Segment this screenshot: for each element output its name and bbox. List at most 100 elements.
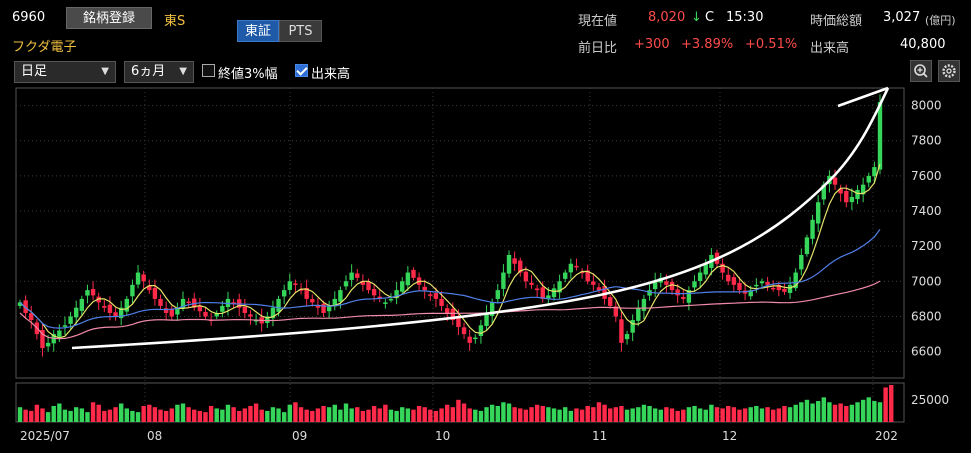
candle-body [304, 288, 309, 299]
ma-short-line [19, 163, 881, 339]
volume-bar [388, 409, 394, 422]
candle-body [439, 298, 444, 306]
volume-bar [489, 404, 495, 422]
volume-bar [827, 402, 832, 422]
volume-bar [208, 405, 214, 422]
interval-select[interactable]: 日足 ▼ [14, 61, 116, 83]
candle-body [652, 281, 658, 290]
volume-bar [748, 407, 753, 422]
band-checkbox-label: 終値3%幅 [218, 67, 278, 82]
volume-bar [506, 403, 512, 422]
volume-value: 40,800 [900, 37, 946, 52]
y-tick-label: 7200 [911, 239, 942, 253]
candle-body [428, 294, 433, 296]
candle-body [343, 281, 349, 287]
mcap-value: 3,027 [883, 10, 921, 25]
ma-mid-line [19, 229, 881, 329]
candle-body [310, 299, 315, 303]
volume-bar [844, 405, 849, 422]
volume-bar [697, 408, 703, 422]
volume-bar [641, 404, 647, 422]
volume-bar [607, 408, 613, 422]
volume-bar [360, 410, 366, 422]
register-button[interactable]: 銘柄登録 [66, 7, 152, 29]
volume-bar [473, 409, 478, 422]
volume-bar [546, 407, 551, 422]
candle-body [793, 272, 798, 289]
candle-body [647, 290, 652, 296]
volume-bar [787, 407, 793, 422]
range-select[interactable]: 6ヵ月 ▼ [124, 61, 194, 83]
change-percent-secondary: +0.51% [745, 37, 798, 52]
volume-bar [669, 408, 675, 422]
candle-body [624, 334, 630, 340]
candle-body [534, 288, 540, 291]
volume-checkbox[interactable] [295, 64, 308, 77]
volume-bar [872, 401, 877, 422]
volume-bar [192, 409, 197, 422]
zoom-button[interactable] [910, 60, 932, 82]
volume-bar [220, 409, 225, 422]
volume-bar [692, 405, 697, 422]
candle-body [872, 167, 877, 177]
candle-body [754, 284, 759, 287]
volume-bar [433, 410, 439, 422]
candle-body [405, 272, 411, 286]
candle-body [703, 263, 708, 275]
candle-body [877, 102, 883, 170]
volume-bar [579, 409, 585, 422]
candle-body [107, 304, 113, 313]
candle-body [478, 325, 484, 336]
tab-pts[interactable]: PTS [279, 20, 322, 42]
volume-bar [838, 403, 843, 422]
volume-bar [29, 410, 34, 422]
candle-body [287, 281, 293, 290]
candle-body [152, 287, 158, 299]
candle-body [726, 274, 731, 282]
volume-bar [85, 412, 90, 422]
x-tick-label: 10 [435, 429, 450, 443]
candle-body [45, 342, 51, 347]
x-tick-label: 202 [875, 429, 898, 443]
volume-tick-label: 25000 [911, 393, 949, 407]
change-value: +300 [634, 37, 670, 52]
candle-body [591, 281, 596, 285]
volume-bar [130, 410, 135, 422]
volume-bar [321, 405, 326, 422]
candle-body [270, 307, 276, 319]
volume-bar [163, 410, 169, 422]
volume-bar [45, 412, 51, 422]
volume-bar [135, 412, 141, 422]
volume-bar [630, 408, 635, 422]
volume-bar [253, 403, 259, 422]
y-tick-label: 7600 [911, 169, 942, 183]
candle-body [147, 285, 152, 291]
candle-body [804, 237, 810, 255]
volume-bar [737, 409, 742, 422]
candle-body [776, 284, 782, 291]
tab-tse[interactable]: 東証 [237, 20, 279, 42]
chevron-down-icon: ▼ [101, 66, 109, 77]
volume-bar [225, 404, 231, 422]
volume-bar [810, 403, 815, 422]
candle-body [568, 263, 574, 273]
candle-body [557, 281, 562, 293]
volume-bar [675, 410, 680, 422]
candle-body [551, 288, 557, 298]
candle-body [815, 202, 821, 224]
volume-bar [175, 404, 180, 422]
settings-button[interactable] [938, 60, 960, 82]
candle-body [298, 289, 304, 291]
candle-body [484, 312, 489, 326]
volume-bar [186, 407, 191, 422]
band-checkbox[interactable] [202, 64, 215, 77]
y-tick-label: 7400 [911, 204, 942, 218]
candle-body [607, 297, 613, 306]
volume-bar [754, 405, 759, 422]
candle-body [844, 190, 849, 203]
volume-bar [574, 408, 579, 422]
volume-bar [596, 402, 602, 422]
candle-body [62, 325, 68, 327]
volume-bar [815, 401, 821, 422]
